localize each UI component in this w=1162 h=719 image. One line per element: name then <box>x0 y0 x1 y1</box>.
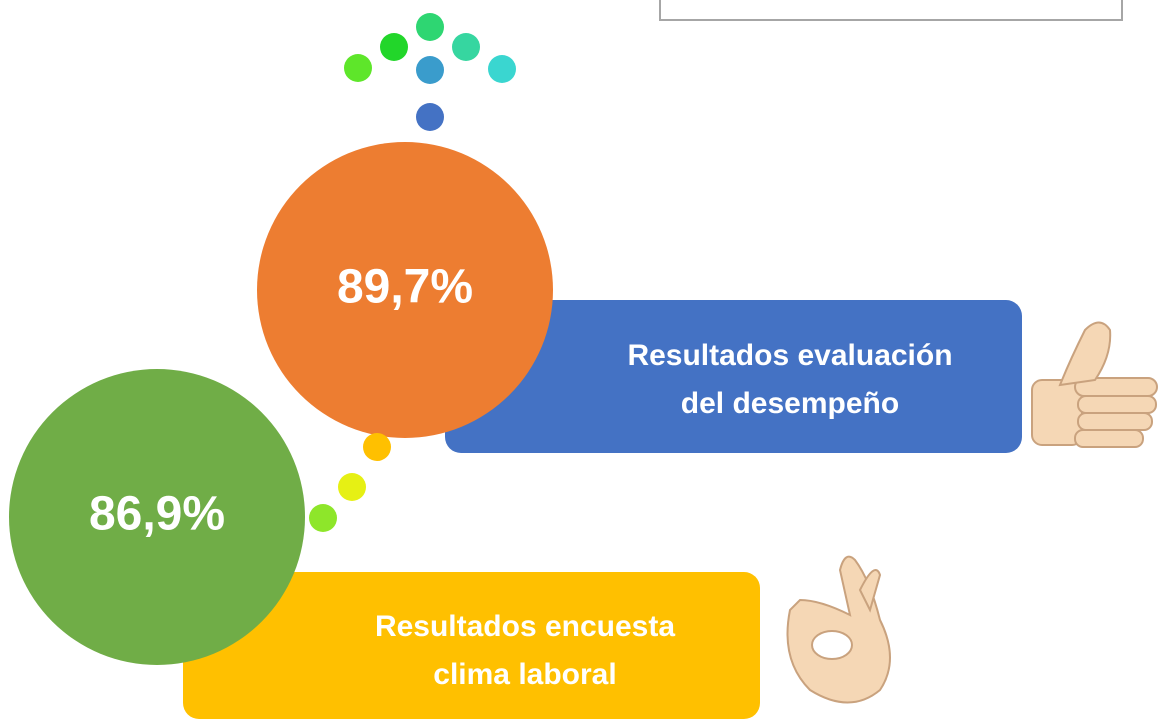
dot <box>416 56 444 84</box>
dot <box>416 103 444 131</box>
dot <box>309 504 337 532</box>
caption-box <box>183 572 760 719</box>
dot <box>338 473 366 501</box>
dot <box>380 33 408 61</box>
dots-middle <box>309 433 391 532</box>
dot <box>416 13 444 41</box>
value: 89,7% <box>337 261 473 314</box>
value-circle <box>257 142 553 438</box>
value-circle <box>9 369 305 665</box>
dot <box>344 54 372 82</box>
frame <box>659 0 1123 21</box>
value: 86,9% <box>89 488 225 541</box>
caption: Resultados evaluación <box>627 339 952 372</box>
caption: del desempeño <box>681 387 899 420</box>
thumbs-up-icon <box>1031 321 1158 448</box>
ok-hand-icon <box>786 555 891 704</box>
caption: Resultados encuesta <box>375 610 675 643</box>
dots-top <box>344 13 516 131</box>
dot <box>488 55 516 83</box>
caption: clima laboral <box>433 658 616 691</box>
caption-box <box>445 300 1022 453</box>
dot <box>363 433 391 461</box>
dot <box>452 33 480 61</box>
